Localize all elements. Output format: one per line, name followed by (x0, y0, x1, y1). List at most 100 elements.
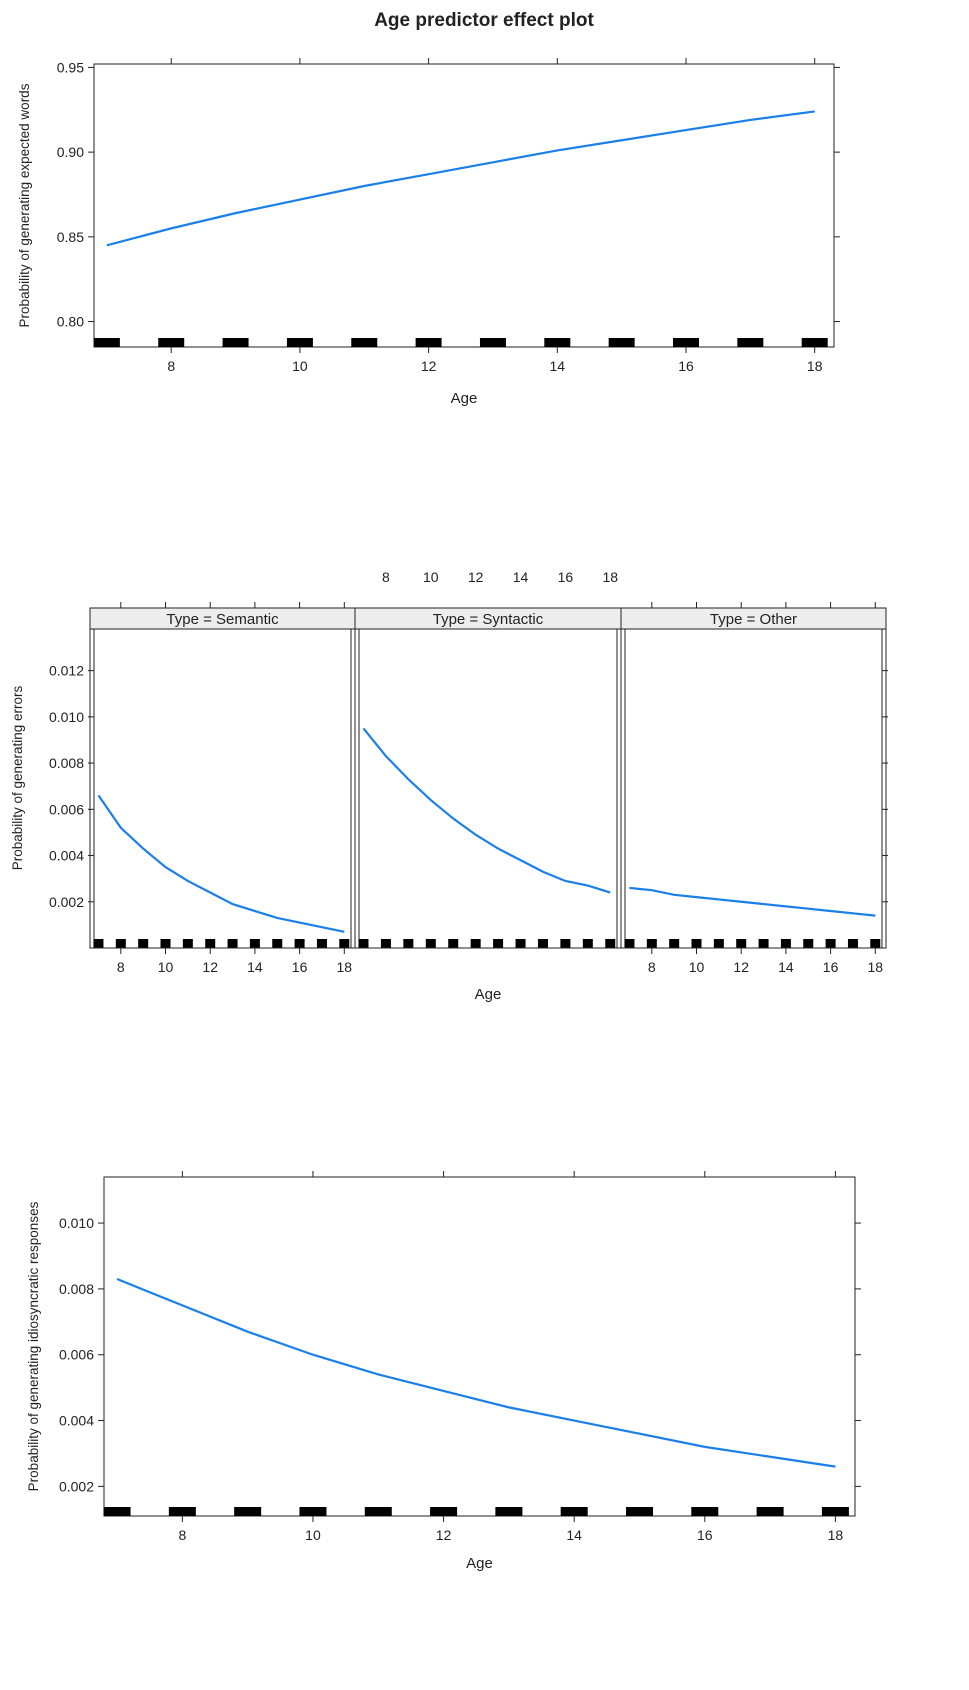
c1-x-tick-label: 8 (167, 358, 175, 374)
c3-rug-mark (691, 1507, 719, 1516)
c2-p0-rug-mark (205, 939, 216, 948)
c3-y-tick-label: 0.006 (59, 1347, 94, 1363)
c3-x-tick-label: 14 (566, 1527, 582, 1543)
c2-p2-x-tick-label: 8 (648, 959, 656, 975)
c2-panel-frame-2 (620, 628, 887, 949)
c2-p0-y-tick-label: 0.008 (49, 755, 84, 771)
c2-p0-plot-frame (93, 628, 352, 949)
c2-p0-x-tick-label: 16 (292, 959, 308, 975)
c3-y-tick-label: 0.010 (59, 1215, 94, 1231)
c2-p0-y-tick-label: 0.004 (49, 848, 84, 864)
c3-x-tick-label: 18 (828, 1527, 844, 1543)
c2-p1-x-tick-label-top: 14 (513, 569, 529, 585)
c2-p1-rug-mark (560, 939, 571, 948)
c3-x-tick-label: 8 (178, 1527, 186, 1543)
c2-p1-x-tick-label-top: 8 (382, 569, 390, 585)
c3-x-tick-label: 12 (436, 1527, 452, 1543)
c3-y-tick-label: 0.002 (59, 1478, 94, 1494)
c3-rug-mark (234, 1507, 262, 1516)
c1-x-tick-label: 16 (678, 358, 694, 374)
c2-x-axis-label: Age (475, 986, 502, 1003)
c3-rug-mark (103, 1507, 131, 1516)
c3-x-tick-label: 16 (697, 1527, 713, 1543)
c3-rug-mark (364, 1507, 392, 1516)
c2-p1-rug-mark (403, 939, 414, 948)
c1-rug-mark (479, 338, 506, 347)
c1-rug-mark (158, 338, 185, 347)
c1-rug-mark (351, 338, 378, 347)
c2-p2-rug-mark (713, 939, 724, 948)
c3-rug-mark (756, 1507, 784, 1516)
c2-p2-rug-mark (803, 939, 814, 948)
c2-strip-label: Type = Other (710, 611, 797, 628)
c1-rug-mark (93, 338, 120, 347)
c2-panel-frame-1 (354, 628, 622, 949)
c1-y-tick-label: 0.90 (57, 144, 84, 160)
c2-p1-rug-mark (470, 939, 481, 948)
c1-rug-mark (673, 338, 699, 347)
figure-title: Age predictor effect plot (374, 10, 594, 31)
c2-p1-x-tick-label-top: 18 (602, 569, 618, 585)
c1-x-tick-label: 14 (550, 358, 566, 374)
c2-p0-rug-mark (249, 939, 260, 948)
c3-y-tick-label: 0.008 (59, 1281, 94, 1297)
c2-p1-effect-line (362, 727, 611, 894)
c2-p2-rug-mark (691, 939, 702, 948)
c2-p2-rug-mark (870, 939, 881, 948)
c2-p2-x-tick-label: 14 (778, 959, 794, 975)
c1-rug-mark (286, 338, 313, 347)
c2-p1-rug-mark (537, 939, 548, 948)
c1-rug-mark (801, 338, 828, 347)
c3-effect-line (116, 1278, 836, 1468)
c2-p2-effect-line (629, 886, 876, 917)
expected-words-chart: 8 10 12 14 16 18 0.80 0.85 0.90 0.95 Age Probabilit… (17, 58, 840, 407)
c2-p2-x-tick-label: 10 (689, 959, 705, 975)
c3-rug-mark (430, 1507, 458, 1516)
c2-p0-x-tick-label: 10 (158, 959, 174, 975)
c1-rug-mark (608, 338, 635, 347)
c2-y-axis-label: Probability of generating errors (10, 685, 25, 870)
c3-rug-mark (560, 1507, 588, 1516)
c2-p2-rug-mark (825, 939, 836, 948)
c1-effect-line (106, 110, 815, 247)
c2-p0-rug-mark (138, 939, 149, 948)
c3-x-axis-label: Age (466, 1555, 493, 1572)
c2-p2-x-tick-label: 18 (868, 959, 884, 975)
c2-p0-rug-mark (339, 939, 350, 948)
c2-p0-rug-mark (272, 939, 283, 948)
c2-p2-rug-mark (624, 939, 635, 948)
c2-p1-x-tick-label-top: 12 (468, 569, 484, 585)
c3-y-tick-label: 0.004 (59, 1413, 94, 1429)
c1-y-tick-label: 0.85 (57, 229, 84, 245)
c3-rug-mark (299, 1507, 327, 1516)
c3-y-axis-label: Probability of generating idiosyncratic … (26, 1201, 41, 1491)
c2-p1-rug-mark (605, 939, 616, 948)
c2-p2-x-tick-label: 16 (823, 959, 839, 975)
c2-p0-y-tick-label: 0.006 (49, 801, 84, 817)
c2-p1-rug-mark (515, 939, 526, 948)
c2-panel-frame-0 (89, 628, 356, 949)
c2-p0-rug-mark (294, 939, 305, 948)
c3-rug-mark (625, 1507, 653, 1516)
c3-rug-mark (168, 1507, 196, 1516)
c3-rug-mark (821, 1507, 849, 1516)
c2-p2-rug-mark (646, 939, 657, 948)
c1-rug-mark (737, 338, 764, 347)
c1-x-tick-label: 18 (807, 358, 823, 374)
c2-p0-x-tick-label: 18 (337, 959, 353, 975)
errors-chart: Type = Semantic 8 10 12 14 16 18 0.002 0.004 0.00… (10, 569, 888, 1003)
c2-p0-y-tick-label: 0.010 (49, 709, 84, 725)
c2-p1-rug-mark (493, 939, 504, 948)
c2-p1-plot-frame (358, 628, 618, 949)
c2-p1-rug-mark (425, 939, 436, 948)
c2-p2-plot-frame (624, 628, 883, 949)
c2-p1-rug-mark (380, 939, 391, 948)
c1-y-axis-label: Probability of generating expected words (17, 83, 32, 327)
c2-p1-x-tick-label-top: 16 (558, 569, 574, 585)
c1-x-axis-label: Age (451, 390, 478, 407)
c2-p2-rug-mark (780, 939, 791, 948)
c1-x-tick-label: 12 (421, 358, 437, 374)
c2-p1-x-tick-label-top: 10 (423, 569, 439, 585)
c2-p2-x-tick-label: 12 (733, 959, 749, 975)
